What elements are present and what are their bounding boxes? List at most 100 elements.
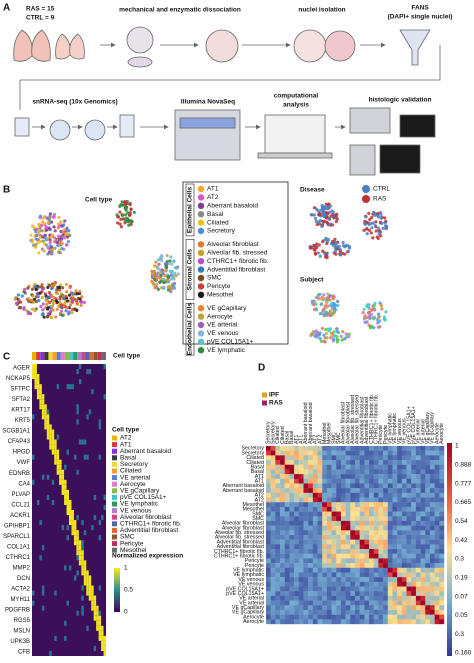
heatmap-cell xyxy=(312,595,318,601)
heatmap-cell xyxy=(322,619,328,625)
heatmap-cell xyxy=(49,429,52,435)
legend-swatch xyxy=(262,392,267,398)
legend-label: VE arterial xyxy=(120,474,151,481)
heatmap-cell xyxy=(406,488,412,494)
umap-point xyxy=(47,290,52,295)
umap-point xyxy=(161,272,165,276)
umap-point xyxy=(315,242,319,246)
heatmap-cell xyxy=(317,544,323,550)
heatmap-cell xyxy=(289,506,295,512)
umap-point xyxy=(332,295,336,299)
umap-point xyxy=(32,226,37,230)
heatmap-cell xyxy=(383,488,388,494)
umap-point xyxy=(49,294,54,298)
umap-point xyxy=(171,273,175,277)
heatmap-cell xyxy=(378,446,384,451)
heatmap-cell xyxy=(387,525,393,531)
legend-swatch xyxy=(197,249,205,256)
heatmap-cell xyxy=(439,605,445,611)
heatmap-cell xyxy=(439,572,445,578)
heatmap-cell xyxy=(66,489,69,495)
heatmap-cell xyxy=(308,455,314,461)
umap-point xyxy=(57,215,61,219)
heatmap-cell xyxy=(415,586,421,592)
heatmap-cell xyxy=(434,619,440,625)
heatmap-cell xyxy=(369,577,374,583)
row-label: pVE COL15A1+ xyxy=(226,591,264,597)
heatmap-cell xyxy=(340,619,346,625)
heatmap-cell xyxy=(378,483,384,489)
heatmap-cell xyxy=(345,605,351,611)
col-label: SMC xyxy=(336,432,342,444)
heatmap-cell xyxy=(46,474,50,480)
umap-point xyxy=(339,253,343,257)
heatmap-cell xyxy=(401,605,407,611)
heatmap-cell xyxy=(64,464,67,470)
heatmap-cell xyxy=(429,502,435,508)
heatmap-cell xyxy=(401,511,407,517)
heatmap-cell xyxy=(303,614,309,620)
heatmap-cell xyxy=(383,506,388,512)
umap-point xyxy=(66,299,70,303)
heatmap-cell xyxy=(378,488,384,494)
heatmap-cell xyxy=(266,506,271,512)
heatmap-cell xyxy=(340,530,346,536)
bar-cell xyxy=(73,352,78,360)
heatmap-cell xyxy=(317,469,323,475)
group-box xyxy=(185,302,195,356)
heatmap-cell xyxy=(39,384,42,390)
heatmap-cell xyxy=(312,478,318,484)
heatmap-cell xyxy=(434,488,440,494)
heatmap-cell xyxy=(406,558,412,564)
heatmap-cell xyxy=(392,516,398,522)
heatmap-cell xyxy=(434,455,440,461)
heatmap-cell xyxy=(378,553,384,559)
heatmap-cell xyxy=(289,478,295,484)
heatmap-cell xyxy=(331,478,337,484)
heatmap-cell xyxy=(387,460,393,465)
heatmap-cell xyxy=(350,464,356,470)
heatmap-cell xyxy=(392,609,398,615)
legend-label: VE gCapillary xyxy=(207,305,247,312)
heatmap-cell xyxy=(429,455,435,461)
legend-label: Alveolar fib. stressed xyxy=(207,250,268,257)
umap-point xyxy=(314,302,318,306)
heatmap-cell xyxy=(322,567,328,573)
heatmap-cell xyxy=(275,539,281,545)
col-label: Adventitial fibroblast xyxy=(364,396,370,444)
heatmap-cell xyxy=(266,455,271,461)
col-label: VE lymphatic xyxy=(388,413,394,444)
heatmap-cell xyxy=(308,446,314,451)
heatmap-cell xyxy=(425,591,431,597)
legend-swatch xyxy=(197,185,205,193)
umap-point xyxy=(46,307,50,311)
heatmap-cell xyxy=(73,540,77,546)
heatmap-cell xyxy=(378,530,384,536)
umap-point xyxy=(38,214,43,218)
heatmap-cell xyxy=(294,525,299,531)
heatmap-cell xyxy=(369,497,374,503)
heatmap-cell xyxy=(345,558,351,564)
heatmap-cell xyxy=(336,619,342,625)
heatmap-cell xyxy=(383,605,388,611)
heatmap-cell xyxy=(387,572,393,578)
heatmap-cell xyxy=(411,511,417,517)
legend-swatch xyxy=(112,501,117,507)
heatmap-cell xyxy=(294,572,299,578)
heatmap-cell xyxy=(369,520,374,526)
heatmap-cell xyxy=(415,567,421,573)
heatmap-cell xyxy=(86,570,89,576)
heatmap-cell xyxy=(280,591,285,597)
umap-point xyxy=(43,235,47,239)
legend-swatch xyxy=(112,527,117,533)
heatmap-cell xyxy=(284,586,290,592)
heatmap-cell xyxy=(303,502,309,508)
col-label: AT1 xyxy=(299,435,305,444)
heatmap-cell xyxy=(397,605,403,611)
umap-point xyxy=(59,229,63,234)
umap-point xyxy=(42,221,46,226)
heatmap-cell xyxy=(322,549,328,554)
heatmap-cell xyxy=(359,464,365,470)
heatmap-cell xyxy=(378,525,384,531)
col-label: Aerocyte xyxy=(434,423,440,444)
